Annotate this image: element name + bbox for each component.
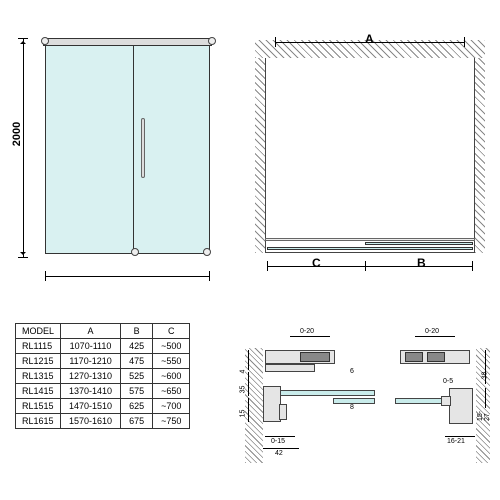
- dim-label: 15-27: [477, 409, 491, 421]
- table-cell: RL1115: [16, 339, 61, 354]
- table-cell: 1070-1110: [61, 339, 121, 354]
- table-row: RL11151070-1110425~500: [16, 339, 190, 354]
- bracket: [265, 364, 315, 372]
- top-rail: [43, 38, 212, 46]
- table-row: RL16151570-1610675~750: [16, 414, 190, 429]
- glass-plan: [267, 247, 473, 250]
- wall-hatch: [475, 58, 485, 253]
- rail-plan: [265, 238, 475, 241]
- table-cell: 425: [121, 339, 153, 354]
- dim-label: 0-20: [300, 328, 314, 335]
- dim-label: 4: [239, 370, 246, 374]
- table-cell: 475: [121, 354, 153, 369]
- table-header: MODEL: [16, 324, 61, 339]
- table-cell: ~750: [153, 414, 190, 429]
- model-table: MODELABC RL11151070-1110425~500RL1215117…: [15, 323, 190, 429]
- table-cell: RL1615: [16, 414, 61, 429]
- dim-label: 0-15: [271, 438, 285, 445]
- roller-icon: [131, 248, 139, 256]
- roller: [300, 352, 330, 362]
- table-cell: 575: [121, 384, 153, 399]
- dim-label: 15: [239, 410, 246, 418]
- roller-icon: [41, 37, 49, 45]
- table-cell: RL1515: [16, 399, 61, 414]
- dim-label: 0-20: [425, 328, 439, 335]
- table-row: RL14151370-1410575~650: [16, 384, 190, 399]
- height-dimension: 2000: [8, 38, 38, 258]
- table-row: RL15151470-1510625~700: [16, 399, 190, 414]
- door-handle: [141, 118, 145, 178]
- table-header: A: [61, 324, 121, 339]
- table-cell: ~600: [153, 369, 190, 384]
- roller: [427, 352, 445, 362]
- dimension-a: A: [275, 37, 465, 55]
- wall-profile: [449, 388, 473, 424]
- door-plan: [365, 242, 473, 245]
- clip: [441, 396, 451, 406]
- roller: [405, 352, 423, 362]
- table-cell: 1470-1510: [61, 399, 121, 414]
- width-dimension: [45, 268, 210, 288]
- dim-label: 38: [481, 372, 488, 380]
- table-cell: ~700: [153, 399, 190, 414]
- glass-section: [333, 398, 375, 404]
- glass-section: [267, 390, 375, 396]
- dim-label: 35: [239, 386, 246, 394]
- detail-view-1: 0-20 4 35 15 6 8 0-15 42: [245, 328, 375, 463]
- top-view: A C B: [255, 40, 485, 275]
- table-cell: ~650: [153, 384, 190, 399]
- table-header: B: [121, 324, 153, 339]
- table-cell: RL1415: [16, 384, 61, 399]
- dim-label: 6: [350, 368, 354, 375]
- table-cell: RL1215: [16, 354, 61, 369]
- table-cell: 525: [121, 369, 153, 384]
- wall-hatch: [476, 348, 490, 463]
- table-row: RL13151270-1310525~600: [16, 369, 190, 384]
- table-cell: 1570-1610: [61, 414, 121, 429]
- table-cell: 675: [121, 414, 153, 429]
- dim-label: 0-5: [443, 378, 453, 385]
- roller-icon: [208, 37, 216, 45]
- dim-label: 42: [275, 450, 283, 457]
- front-elevation: [45, 38, 210, 258]
- height-value: 2000: [11, 122, 23, 146]
- tech-drawing: 2000 A C B MODELABC: [0, 0, 500, 500]
- table-cell: 1270-1310: [61, 369, 121, 384]
- alcove-outline: [265, 58, 475, 253]
- table-row: RL12151170-1210475~550: [16, 354, 190, 369]
- dim-label: 8: [350, 404, 354, 411]
- detail-view-2: 0-20 0-5 15-27 38 16-21: [395, 328, 490, 463]
- table-cell: 1370-1410: [61, 384, 121, 399]
- table-header: C: [153, 324, 190, 339]
- table-cell: ~500: [153, 339, 190, 354]
- dim-label: 16-21: [447, 438, 465, 445]
- table-cell: 625: [121, 399, 153, 414]
- clip: [279, 404, 287, 420]
- table-cell: 1170-1210: [61, 354, 121, 369]
- table-cell: ~550: [153, 354, 190, 369]
- wall-hatch: [255, 58, 265, 253]
- roller-icon: [203, 248, 211, 256]
- table-cell: RL1315: [16, 369, 61, 384]
